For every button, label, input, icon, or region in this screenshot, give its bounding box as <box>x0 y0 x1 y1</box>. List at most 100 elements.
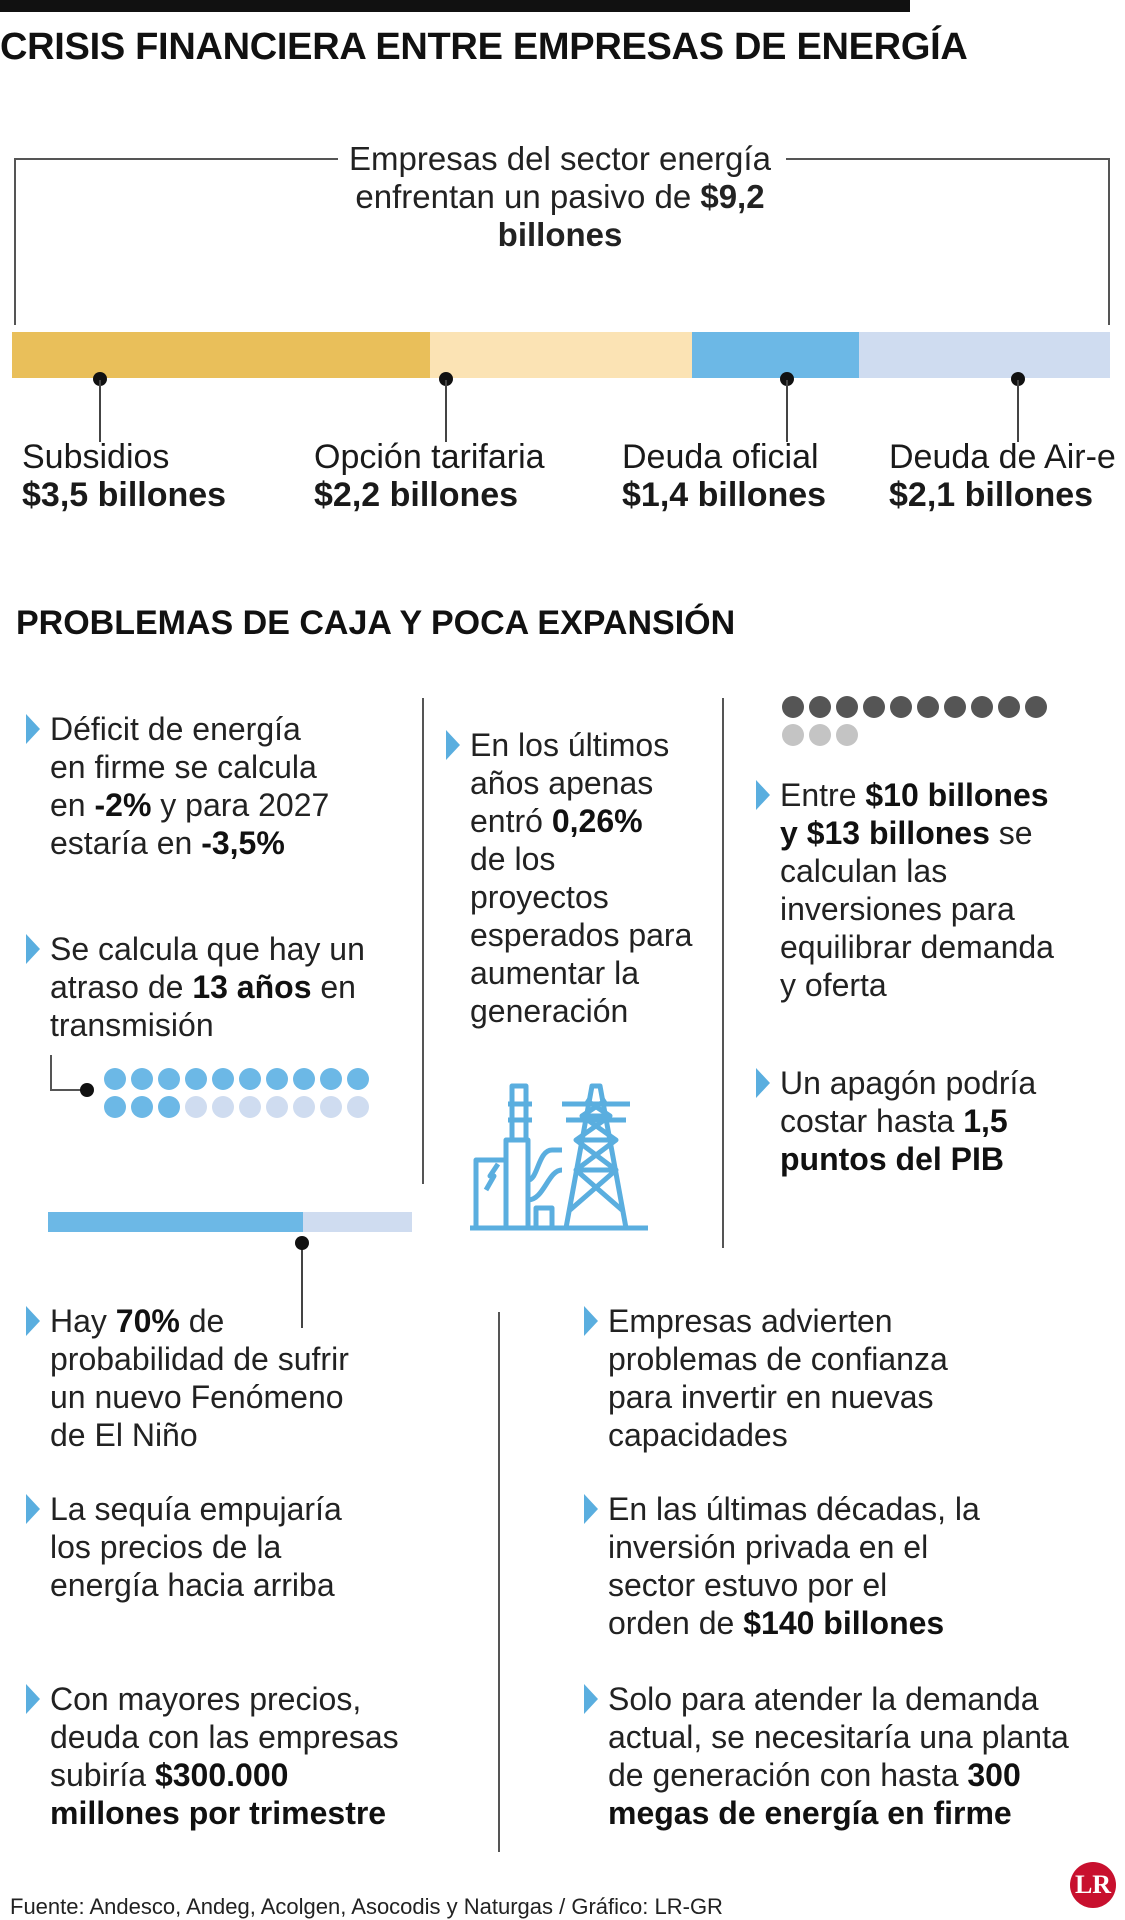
dot-marker <box>158 1096 180 1118</box>
triangle-bullet-icon <box>26 1684 40 1714</box>
dot-marker <box>293 1096 315 1118</box>
bar-pointer-line <box>1016 380 1019 442</box>
dot-marker <box>104 1096 126 1118</box>
dot-marker <box>944 696 966 718</box>
divider-col2 <box>722 698 724 1248</box>
bar-category: Deuda de Air-e <box>889 438 1116 476</box>
dot-marker <box>809 696 831 718</box>
bar-pointer-line <box>444 380 447 442</box>
dot-marker <box>863 696 885 718</box>
triangle-bullet-icon <box>584 1684 598 1714</box>
bar-value-label: $2,2 billones <box>314 476 519 514</box>
dot-marker <box>320 1068 342 1090</box>
probability-bar-pointer <box>301 1240 303 1328</box>
triangle-bullet-icon <box>26 1494 40 1524</box>
stacked-bar-chart <box>12 332 1110 378</box>
dot-marker <box>131 1096 153 1118</box>
dot-marker <box>158 1068 180 1090</box>
section-title: PROBLEMAS DE CAJA Y POCA EXPANSIÓN <box>16 604 736 642</box>
list-item: Con mayores precios, deuda con las empre… <box>50 1681 399 1831</box>
bracket-right <box>786 158 1110 325</box>
intro-plain: Empresas del sector energía enfrentan un… <box>349 140 771 215</box>
source-note: Fuente: Andesco, Andeg, Acolgen, Asocodi… <box>10 1894 723 1919</box>
dot-marker <box>809 724 831 746</box>
bar-label: Subsidios $3,5 billones <box>22 438 226 514</box>
dot-marker <box>212 1096 234 1118</box>
dots-connector-dot <box>80 1083 94 1097</box>
bar-label: Deuda de Air-e $2,1 billones <box>889 438 1116 514</box>
list-item: La sequía empujaría los precios de la en… <box>50 1491 342 1603</box>
triangle-bullet-icon <box>584 1494 598 1524</box>
dot-marker <box>971 696 993 718</box>
list-item: Un apagón podría costar hasta 1,5 puntos… <box>780 1065 1037 1177</box>
probability-bar-rest <box>302 1212 412 1232</box>
top-rule <box>0 0 910 12</box>
bar-segment-3 <box>692 332 860 378</box>
dot-marker <box>239 1096 261 1118</box>
bar-category: Subsidios <box>22 438 170 476</box>
bar-pointer-dot <box>780 372 795 386</box>
list-item: Solo para atender la demanda actual, se … <box>608 1681 1069 1831</box>
dot-marker <box>890 696 912 718</box>
triangle-bullet-icon <box>584 1306 598 1336</box>
lr-logo: LR <box>1070 1862 1116 1908</box>
dot-marker <box>347 1068 369 1090</box>
dot-marker <box>185 1068 207 1090</box>
list-item: Empresas advierten problemas de confianz… <box>608 1303 948 1453</box>
dot-marker <box>836 724 858 746</box>
dot-marker <box>836 696 858 718</box>
dot-marker <box>131 1068 153 1090</box>
bar-value-label: $2,1 billones <box>889 476 1094 514</box>
bracket-left <box>14 158 338 325</box>
dots-connector-h <box>50 1089 86 1091</box>
bar-segment-1 <box>12 332 430 378</box>
bar-category: Opción tarifaria <box>314 438 545 476</box>
bar-value-label: $1,4 billones <box>622 476 827 514</box>
triangle-bullet-icon <box>26 934 40 964</box>
triangle-bullet-icon <box>26 714 40 744</box>
dot-marker <box>917 696 939 718</box>
bar-segment-2 <box>429 332 693 378</box>
list-item: Hay 70% de probabilidad de sufrir un nue… <box>50 1303 349 1453</box>
bar-label: Deuda oficial $1,4 billones <box>622 438 826 514</box>
bar-value-label: $3,5 billones <box>22 476 227 514</box>
dot-marker <box>185 1096 207 1118</box>
dot-marker <box>782 724 804 746</box>
dot-marker <box>266 1096 288 1118</box>
list-item: Se calcula que hay un atraso de 13 años … <box>50 931 365 1043</box>
page-title: CRISIS FINANCIERA ENTRE EMPRESAS DE ENER… <box>0 26 968 68</box>
dot-marker <box>266 1068 288 1090</box>
list-item: Déficit de energía en firme se calcula e… <box>50 711 330 861</box>
probability-bar-dot <box>295 1236 309 1250</box>
bar-label: Opción tarifaria $2,2 billones <box>314 438 545 514</box>
dot-marker <box>1025 696 1047 718</box>
bar-segment-4 <box>859 332 1110 378</box>
probability-bar <box>48 1212 412 1232</box>
divider-bottom <box>498 1312 500 1852</box>
dot-marker <box>104 1068 126 1090</box>
bar-pointer-dot <box>92 372 107 386</box>
triangle-bullet-icon <box>26 1306 40 1336</box>
dot-marker <box>239 1068 261 1090</box>
list-item: En las últimas décadas, la inversión pri… <box>608 1491 980 1641</box>
dot-marker <box>347 1096 369 1118</box>
dot-marker <box>293 1068 315 1090</box>
dot-marker <box>320 1096 342 1118</box>
intro-total: $9,2 billones <box>497 178 765 253</box>
list-item: En los últimos años apenas entró 0,26% d… <box>470 727 693 1029</box>
bar-pointer-dot <box>1010 372 1025 386</box>
bar-category: Deuda oficial <box>622 438 819 476</box>
dots-connector-v <box>50 1055 52 1091</box>
triangle-bullet-icon <box>756 1068 770 1098</box>
bar-pointer-dot <box>438 372 453 386</box>
triangle-bullet-icon <box>446 730 460 760</box>
list-item: Entre $10 billones y $13 billones se cal… <box>780 777 1054 1003</box>
dot-marker <box>782 696 804 718</box>
dot-marker <box>998 696 1020 718</box>
bar-pointer-line <box>98 380 101 442</box>
intro-text: Empresas del sector energía enfrentan un… <box>340 140 780 254</box>
probability-bar-fill <box>48 1212 303 1232</box>
power-plant-icon <box>470 1083 648 1231</box>
triangle-bullet-icon <box>756 780 770 810</box>
bar-pointer-line <box>786 380 789 442</box>
